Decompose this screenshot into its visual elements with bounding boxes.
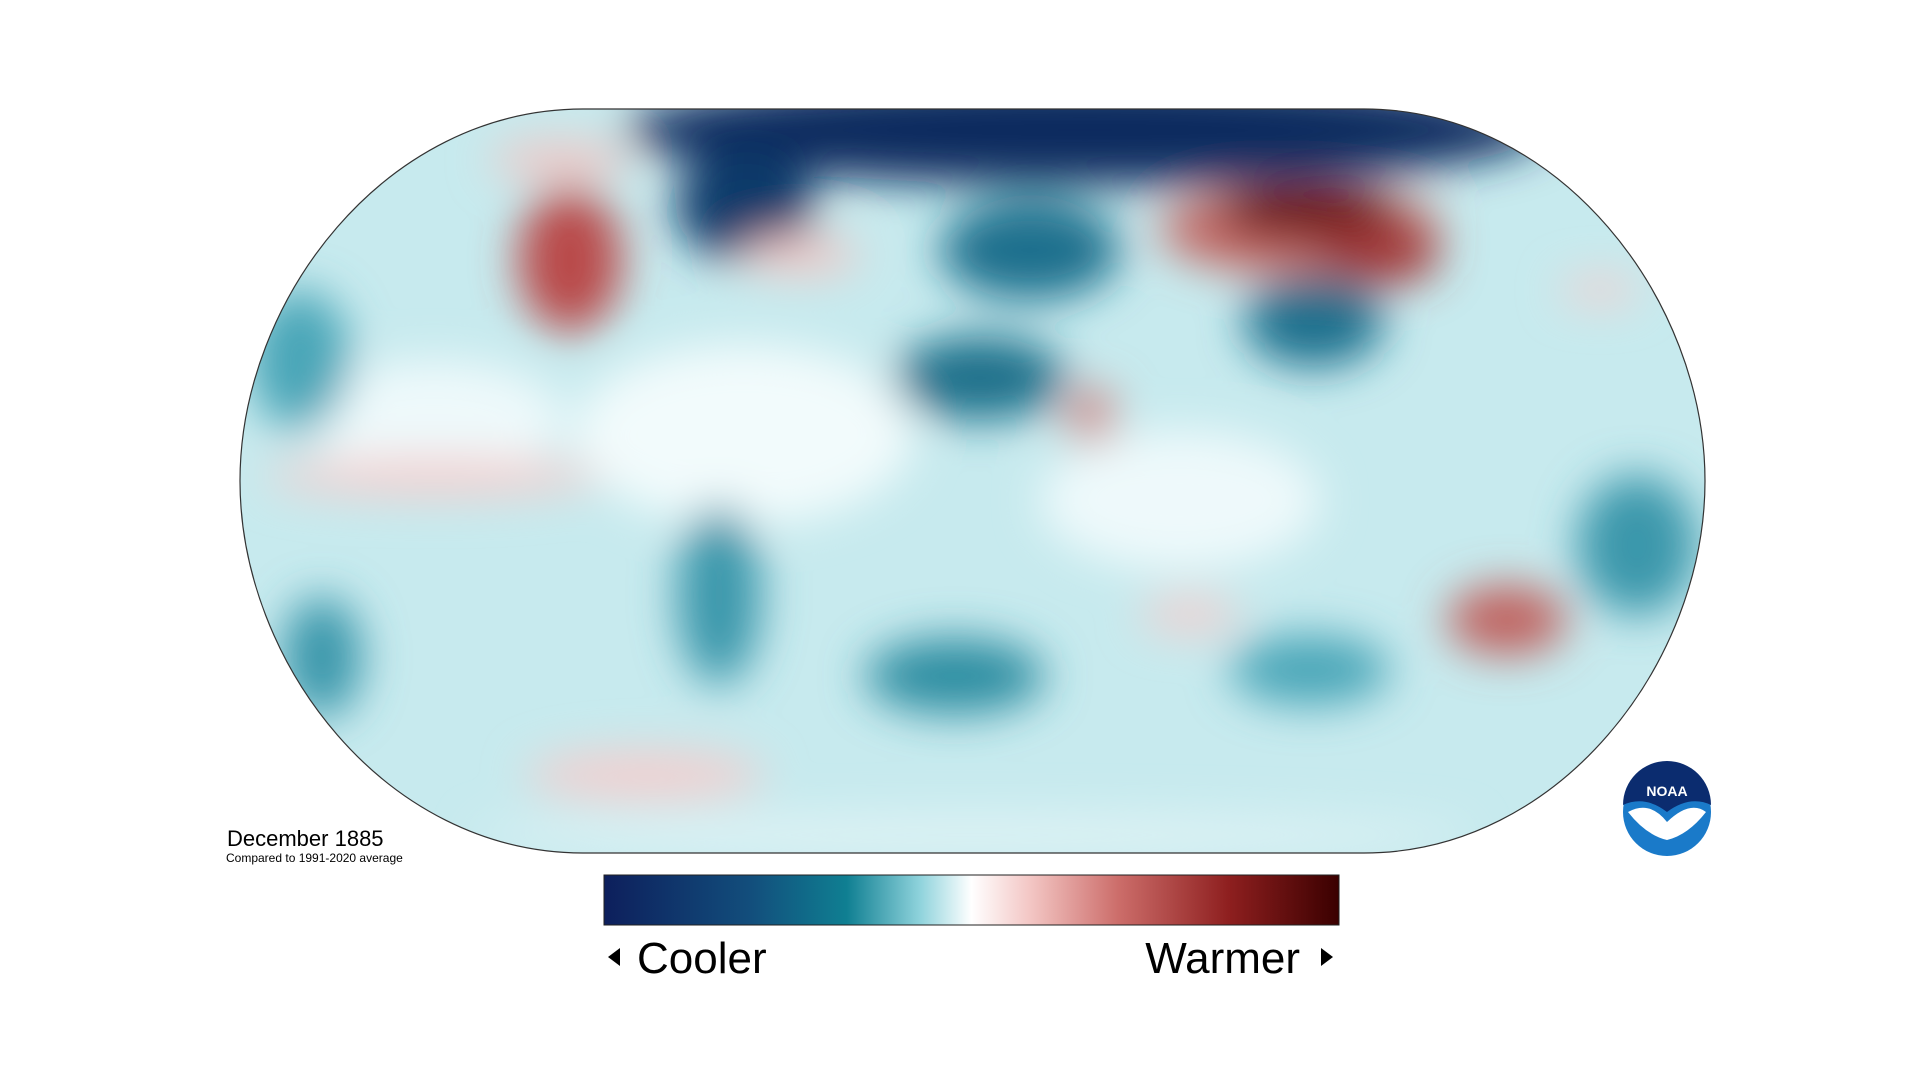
arrow-right xyxy=(1321,948,1333,966)
map-title: December 1885 xyxy=(227,826,384,851)
noaa-logo: NOAA xyxy=(1623,761,1711,856)
color-scale xyxy=(603,874,1340,926)
map-subtitle: Compared to 1991-2020 average xyxy=(226,851,403,865)
arrow-left xyxy=(608,948,620,966)
anomaly-map xyxy=(240,109,1705,853)
logo-text: NOAA xyxy=(1646,783,1687,799)
legend-high-label: Warmer xyxy=(1145,934,1300,983)
map-outline xyxy=(239,108,1706,854)
legend-low-label: Cooler xyxy=(637,934,767,983)
